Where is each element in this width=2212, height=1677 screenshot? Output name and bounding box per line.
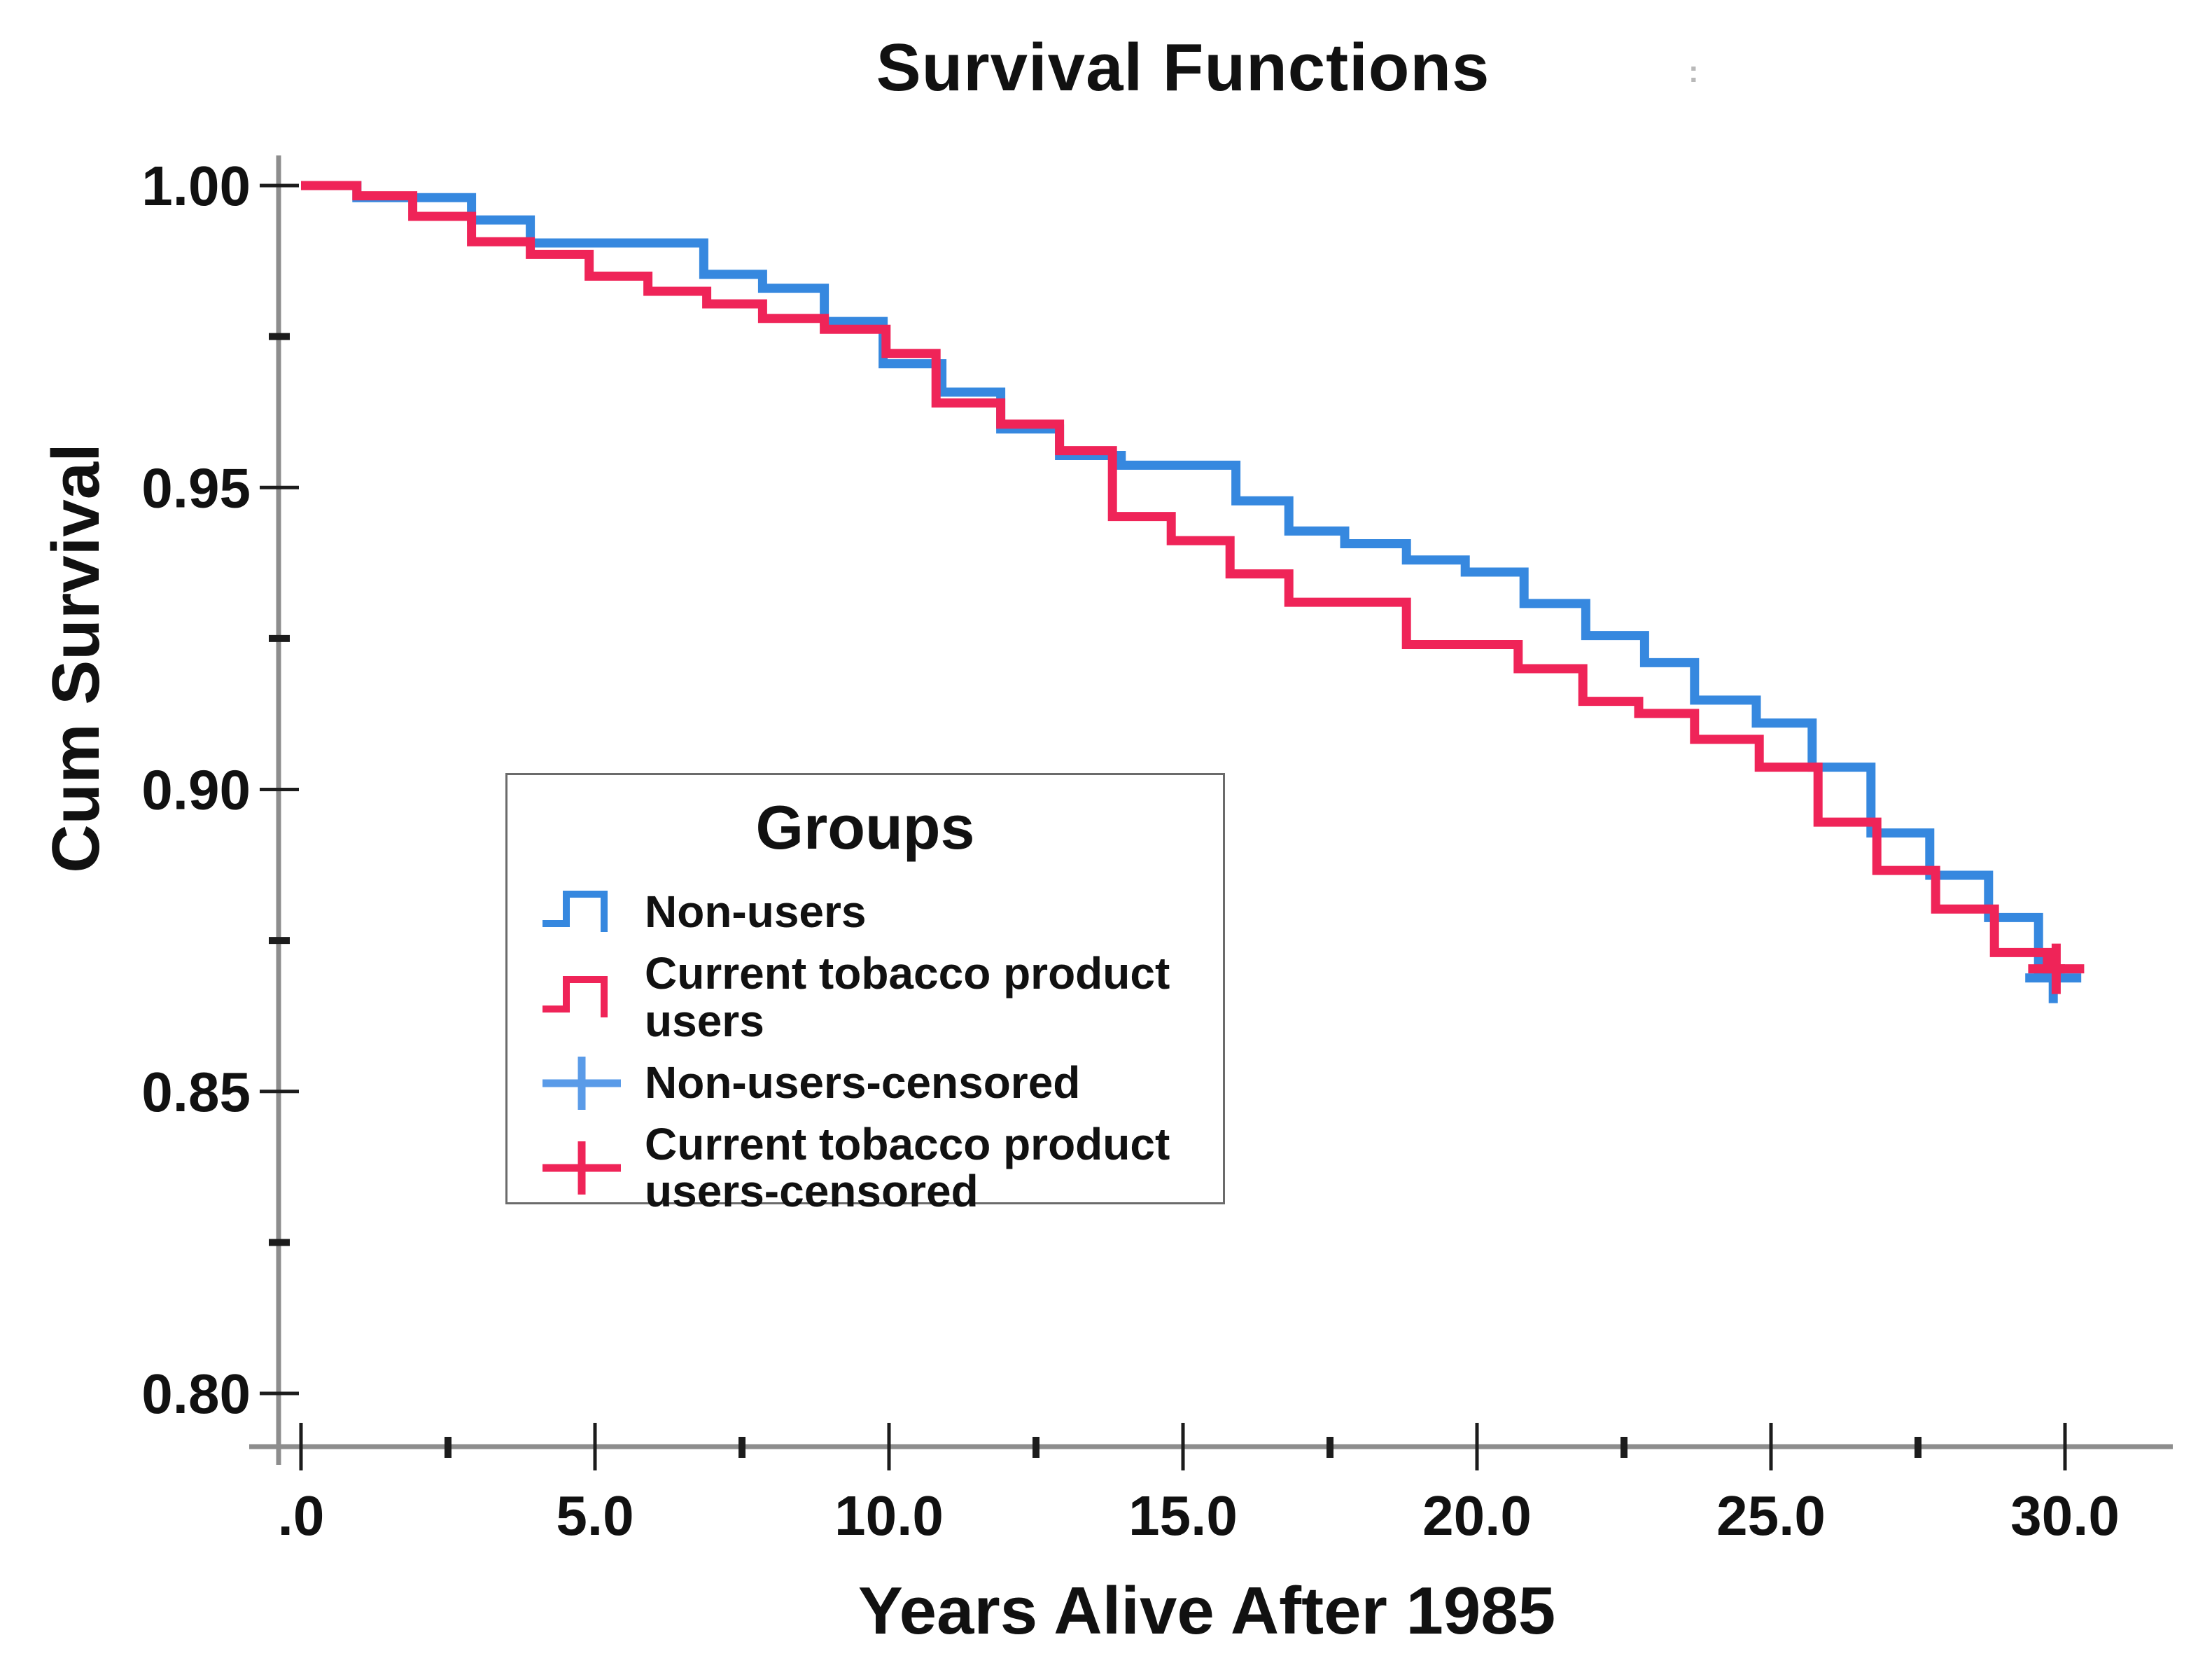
x-tick-label: 20.0 (1422, 1484, 1532, 1547)
legend-marker-glyph (542, 1056, 621, 1110)
legend-entries: Non-users Current tobacco product users No… (507, 882, 1223, 1216)
legend-entry-label: Current tobacco product users (645, 948, 1170, 1046)
censored-plus-icon (538, 1052, 645, 1114)
x-tick-label: 10.0 (834, 1484, 944, 1547)
legend-title: Groups (755, 793, 975, 862)
legend-box: Groups Non-users Current tobacco product … (505, 773, 1225, 1215)
y-tick-label: 0.90 (141, 759, 251, 821)
x-tick-label: 30.0 (2010, 1484, 2120, 1547)
y-tick-label: 1.00 (141, 155, 251, 217)
legend-entry-non_users_censored: Non-users-censored (538, 1052, 1223, 1114)
legend-entry-non_users: Non-users (538, 882, 1223, 943)
title-artifact: : (1688, 55, 1699, 89)
legend-entry-current_users_censored: Current tobacco product users-censored (538, 1118, 1223, 1217)
y-tick-label: 0.80 (141, 1363, 251, 1425)
legend-entry-label: Non-users (645, 886, 867, 938)
x-axis-title: Years Alive After 1985 (858, 1573, 1556, 1648)
x-tick-label: .0 (278, 1484, 325, 1547)
legend-marker-glyph (542, 1141, 621, 1195)
legend-entry-current_users: Current tobacco product users (538, 948, 1223, 1046)
legend-marker-glyph (542, 975, 608, 1017)
censored-plus-icon (538, 1137, 645, 1199)
step-line-icon (538, 882, 645, 943)
series-curve-current_users (301, 181, 2065, 974)
legend-entry-label: Non-users-censored (645, 1057, 1081, 1108)
x-tick-label: 25.0 (1716, 1484, 1826, 1547)
legend-entry-label: Current tobacco product users-censored (645, 1118, 1170, 1217)
page-title: Survival Functions (876, 30, 1490, 105)
y-tick-label: 0.95 (141, 457, 251, 519)
legend-marker-glyph (542, 891, 608, 932)
step-line-icon (538, 967, 645, 1029)
y-axis-title: Cum Survival (38, 443, 113, 873)
x-tick-label: 5.0 (556, 1484, 634, 1547)
x-tick-label: 15.0 (1128, 1484, 1238, 1547)
y-tick-label: 0.85 (141, 1061, 251, 1123)
